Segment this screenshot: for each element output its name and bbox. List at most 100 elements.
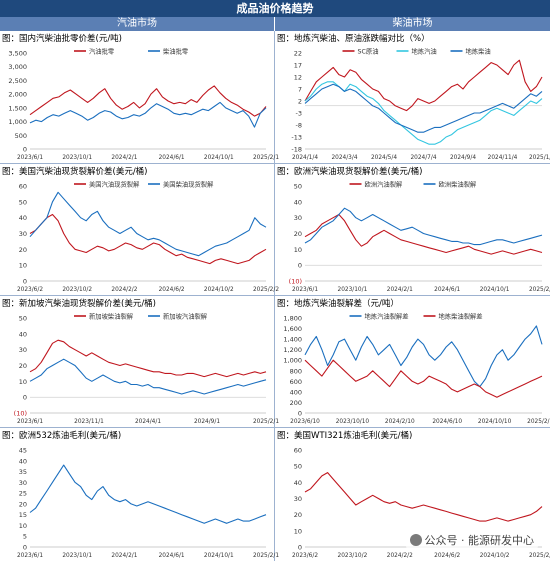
y-tick-label: 20 bbox=[19, 500, 27, 508]
row-divider bbox=[0, 427, 550, 428]
x-tick-label: 2025/2/2 bbox=[529, 553, 550, 559]
series-line bbox=[29, 191, 267, 257]
x-tick-label: 2024/11/4 bbox=[488, 155, 518, 161]
x-tick-label: 2024/6/1 bbox=[159, 553, 185, 559]
y-tick-label: 10 bbox=[294, 527, 302, 535]
chart-plot: 0 5 10 15 20 25 30 35 40 45 2023/6/1 2023/10/1 2024/… bbox=[17, 447, 279, 560]
series-line bbox=[304, 472, 543, 522]
series-line bbox=[29, 213, 267, 265]
legend-label: 地炼汽油裂解差 bbox=[365, 312, 409, 321]
x-tick-label: 2025/2/2 bbox=[253, 287, 279, 293]
x-tick-label: 2024/6/10 bbox=[432, 419, 462, 425]
y-tick-label: 400 bbox=[290, 388, 302, 396]
legend-label: 地炼柴油 bbox=[466, 47, 491, 56]
y-tick-label: 25 bbox=[19, 490, 27, 498]
chart-panel: 图：地炼汽柴油、原油涨跌幅对比（%） -18 -13 -8 -3 2 7 12 17 22 202… bbox=[275, 31, 550, 163]
x-tick-label: 2023/6/2 bbox=[292, 553, 318, 559]
y-tick-label: 800 bbox=[290, 367, 302, 375]
y-tick-label: 60 bbox=[294, 447, 302, 455]
y-tick-label: 1,800 bbox=[283, 315, 302, 323]
chart-plot: (10) 0 10 20 30 40 50 2023/6/1 2023/10/1 2024/2/1… bbox=[289, 180, 550, 294]
y-tick-label: 15 bbox=[19, 511, 27, 519]
legend-label: 汽油批零 bbox=[89, 47, 115, 56]
x-tick-label: 2024/2/2 bbox=[111, 287, 137, 293]
x-tick-label: 2024/6/2 bbox=[159, 287, 185, 293]
y-tick-label: 35 bbox=[19, 468, 27, 476]
y-tick-label: 10 bbox=[19, 522, 27, 530]
x-tick-label: 2023/6/10 bbox=[290, 419, 320, 425]
watermark-text: 公众号 · 能源研发中心 bbox=[424, 534, 535, 547]
y-tick-label: 12 bbox=[294, 74, 302, 82]
chart-title: 图：地炼汽柴油、原油涨跌幅对比（%） bbox=[277, 34, 430, 44]
y-tick-label: 2,000 bbox=[8, 91, 27, 99]
legend-label: 新加坡汽油裂解 bbox=[163, 312, 208, 321]
x-tick-label: 2025/2/1 bbox=[253, 553, 279, 559]
page-title: 成品油价格趋势 bbox=[0, 0, 550, 17]
y-tick-label: 50 bbox=[294, 463, 302, 471]
y-tick-label: 40 bbox=[294, 479, 302, 487]
x-tick-label: 2025/2/1 bbox=[253, 419, 279, 425]
x-tick-label: 2023/6/2 bbox=[17, 287, 43, 293]
y-tick-label: 10 bbox=[19, 262, 27, 270]
y-tick-label: 1,000 bbox=[8, 118, 27, 126]
row-divider bbox=[0, 163, 550, 164]
x-tick-label: 2024/6/2 bbox=[434, 553, 460, 559]
y-tick-label: 20 bbox=[294, 230, 302, 238]
x-tick-label: 2023/6/1 bbox=[17, 419, 43, 425]
column-divider bbox=[274, 31, 275, 561]
x-tick-label: 2025/2/1 bbox=[529, 287, 550, 293]
x-tick-label: 2024/10/2 bbox=[480, 553, 510, 559]
series-line bbox=[304, 213, 543, 255]
left-column-header: 汽油市场 bbox=[0, 17, 274, 31]
x-tick-label: 2023/10/1 bbox=[62, 155, 92, 161]
y-tick-label: 2,500 bbox=[8, 77, 27, 85]
y-tick-label: 5 bbox=[23, 533, 27, 541]
x-tick-label: 2023/6/1 bbox=[17, 553, 43, 559]
y-tick-label: 30 bbox=[294, 495, 302, 503]
y-tick-label: 30 bbox=[19, 479, 27, 487]
chart-panel: 图：欧洲汽柴油现货裂解价差(美元/桶) (10) 0 10 20 30 40 50 2023/… bbox=[275, 164, 550, 295]
y-tick-label: 40 bbox=[19, 457, 27, 465]
y-tick-label: 17 bbox=[294, 62, 302, 70]
y-tick-label: 30 bbox=[19, 230, 27, 238]
chart-panel: 图：地炼汽柴油裂解差（元/吨） 0 200 400 600 800 1,000 1,200 1… bbox=[275, 296, 550, 427]
y-tick-label: (10) bbox=[289, 278, 302, 286]
row-divider bbox=[0, 295, 550, 296]
y-tick-label: 45 bbox=[19, 447, 27, 455]
x-tick-label: 2023/10/2 bbox=[338, 553, 368, 559]
y-tick-label: 7 bbox=[298, 86, 302, 94]
x-tick-label: 2025/1/4 bbox=[529, 155, 550, 161]
y-tick-label: 1,200 bbox=[283, 346, 302, 354]
legend-label: 欧洲汽油裂解 bbox=[365, 180, 403, 189]
y-tick-label: 50 bbox=[19, 315, 27, 323]
y-tick-label: 20 bbox=[19, 362, 27, 370]
y-tick-label: 1,600 bbox=[283, 325, 302, 333]
chart-title: 图：新加坡汽柴油现货裂解价差(美元/桶) bbox=[2, 299, 156, 309]
series-line bbox=[304, 83, 543, 133]
x-tick-label: 2023/11/1 bbox=[74, 419, 104, 425]
y-tick-label: 500 bbox=[15, 132, 27, 140]
chart-plot: 0 10 20 30 40 50 60 2023/6/2 2023/10/2 2024/2/2 20… bbox=[17, 180, 279, 294]
y-tick-label: 40 bbox=[294, 198, 302, 206]
x-tick-label: 2023/6/1 bbox=[292, 287, 318, 293]
series-line bbox=[304, 59, 543, 112]
y-tick-label: 10 bbox=[19, 378, 27, 386]
chart-plot: 0 500 1,000 1,500 2,000 2,500 3,000 3,500 2023/6… bbox=[8, 47, 279, 162]
x-tick-label: 2024/3/4 bbox=[331, 155, 357, 161]
right-column-header: 柴油市场 bbox=[275, 17, 550, 31]
y-tick-label: (10) bbox=[14, 410, 27, 418]
y-tick-label: 50 bbox=[19, 198, 27, 206]
y-tick-label: -13 bbox=[291, 134, 302, 142]
y-tick-label: 0 bbox=[298, 262, 302, 270]
y-tick-label: 22 bbox=[294, 50, 302, 58]
y-tick-label: 0 bbox=[23, 146, 27, 154]
y-tick-label: -18 bbox=[291, 146, 302, 154]
series-line bbox=[29, 85, 267, 117]
x-tick-label: 2024/1/4 bbox=[292, 155, 318, 161]
x-tick-label: 2024/10/1 bbox=[480, 287, 510, 293]
legend-label: SC原油 bbox=[358, 47, 379, 56]
y-tick-label: 0 bbox=[298, 544, 302, 552]
chart-title: 图：地炼汽柴油裂解差（元/吨） bbox=[277, 299, 399, 309]
x-tick-label: 2025/2/1 bbox=[253, 155, 279, 161]
series-line bbox=[29, 464, 267, 524]
